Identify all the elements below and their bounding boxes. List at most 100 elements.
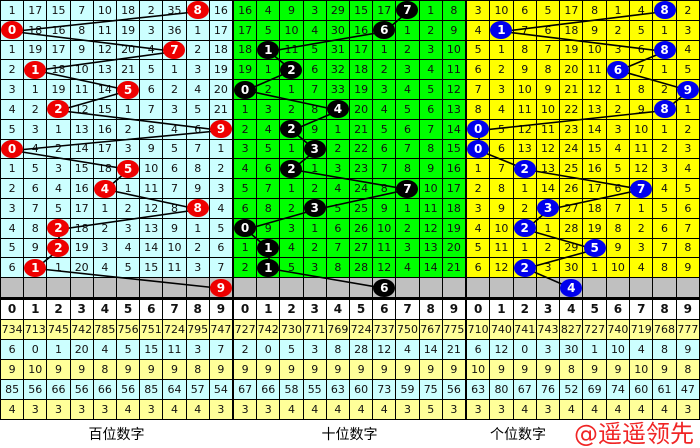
divider <box>513 297 536 299</box>
miss-cell: 17 <box>373 1 396 20</box>
miss-cell: 9 <box>209 119 232 139</box>
miss-cell: 9 <box>676 258 699 278</box>
miss-cell: 2 <box>1 179 24 198</box>
miss-cell: 2 <box>513 258 536 278</box>
stat-cell: 30 <box>560 339 583 359</box>
miss-cell: 9 <box>419 159 442 179</box>
next-draw-cell <box>606 278 630 297</box>
digit-header: 8 <box>653 299 676 319</box>
miss-cell: 3 <box>396 238 419 258</box>
miss-cell: 7 <box>140 99 163 119</box>
miss-cell: 10 <box>630 119 653 139</box>
stat-cell: 727 <box>234 319 257 339</box>
miss-cell: 7 <box>163 179 186 198</box>
divider <box>209 297 232 299</box>
miss-cell: 2 <box>630 218 653 238</box>
miss-cell: 1 <box>234 238 257 258</box>
stat-cell: 10 <box>606 339 630 359</box>
divider <box>560 297 583 299</box>
digit-header: 6 <box>140 299 163 319</box>
divider <box>606 297 630 299</box>
miss-cell: 3 <box>326 159 349 179</box>
divider <box>583 297 606 299</box>
miss-cell: 2 <box>186 238 209 258</box>
miss-cell: 17 <box>209 20 232 40</box>
stat-cell: 3 <box>70 399 93 419</box>
stat-cell: 724 <box>163 319 186 339</box>
miss-cell: 4 <box>606 139 630 159</box>
stat-cell: 9 <box>280 359 303 379</box>
digit-header: 2 <box>280 299 303 319</box>
miss-cell: 4 <box>326 179 349 198</box>
miss-cell: 1 <box>280 179 303 198</box>
miss-cell: 18 <box>234 40 257 60</box>
digit-header: 0 <box>467 299 490 319</box>
miss-cell: 2 <box>326 139 349 159</box>
miss-cell: 3 <box>536 198 560 218</box>
stat-cell: 9 <box>326 359 349 379</box>
miss-cell: 1 <box>117 99 140 119</box>
stat-cell: 52 <box>560 379 583 399</box>
miss-cell: 33 <box>326 80 349 99</box>
miss-cell: 15 <box>442 139 465 159</box>
miss-cell: 9 <box>186 179 209 198</box>
miss-cell: 3 <box>24 119 47 139</box>
miss-cell: 1 <box>653 20 676 40</box>
miss-cell: 2 <box>47 238 70 258</box>
stat-cell: 9 <box>373 359 396 379</box>
miss-cell: 7 <box>419 119 442 139</box>
miss-cell: 3 <box>676 20 699 40</box>
miss-cell: 4 <box>163 119 186 139</box>
miss-cell: 1 <box>326 119 349 139</box>
miss-cell: 10 <box>70 60 93 80</box>
miss-cell: 19 <box>47 80 70 99</box>
miss-cell: 5 <box>117 159 140 179</box>
miss-cell: 4 <box>24 139 47 159</box>
divider <box>536 297 560 299</box>
miss-cell: 18 <box>560 20 583 40</box>
digit-header: 5 <box>117 299 140 319</box>
stat-cell: 15 <box>140 339 163 359</box>
miss-cell: 7 <box>326 238 349 258</box>
miss-cell: 13 <box>536 159 560 179</box>
miss-cell: 8 <box>326 258 349 278</box>
miss-cell: 4 <box>1 99 24 119</box>
miss-cell: 7 <box>24 198 47 218</box>
miss-cell: 3 <box>676 139 699 159</box>
stat-cell: 9 <box>163 359 186 379</box>
miss-cell: 3 <box>396 60 419 80</box>
miss-cell: 2 <box>47 139 70 159</box>
stat-cell: 9 <box>583 359 606 379</box>
miss-cell: 7 <box>396 139 419 159</box>
miss-cell: 6 <box>467 258 490 278</box>
digit-header: 7 <box>163 299 186 319</box>
miss-cell: 7 <box>209 258 232 278</box>
stat-cell: 57 <box>186 379 209 399</box>
stat-cell: 4 <box>630 399 653 419</box>
miss-cell: 3 <box>467 198 490 218</box>
miss-cell: 3 <box>373 80 396 99</box>
section-label: 十位数字 <box>233 420 466 448</box>
miss-cell: 6 <box>467 60 490 80</box>
miss-cell: 9 <box>442 20 465 40</box>
stat-cell: 0 <box>513 339 536 359</box>
stat-cell: 751 <box>140 319 163 339</box>
miss-cell: 15 <box>47 1 70 20</box>
next-draw-cell <box>140 278 163 297</box>
stat-cell: 769 <box>326 319 349 339</box>
stat-cell: 742 <box>70 319 93 339</box>
miss-cell: 7 <box>606 198 630 218</box>
miss-cell: 5 <box>280 258 303 278</box>
draw-ball: 1 <box>24 258 47 277</box>
stat-cell: 9 <box>653 359 676 379</box>
miss-cell: 1 <box>467 159 490 179</box>
miss-cell: 12 <box>583 80 606 99</box>
stat-cell: 3 <box>536 339 560 359</box>
miss-cell: 14 <box>442 119 465 139</box>
miss-cell: 11 <box>583 60 606 80</box>
next-draw-cell: 9 <box>209 278 232 297</box>
stat-cell: 63 <box>467 379 490 399</box>
miss-cell: 4 <box>373 99 396 119</box>
draw-ball: 0 <box>467 120 490 139</box>
miss-cell: 10 <box>442 40 465 60</box>
